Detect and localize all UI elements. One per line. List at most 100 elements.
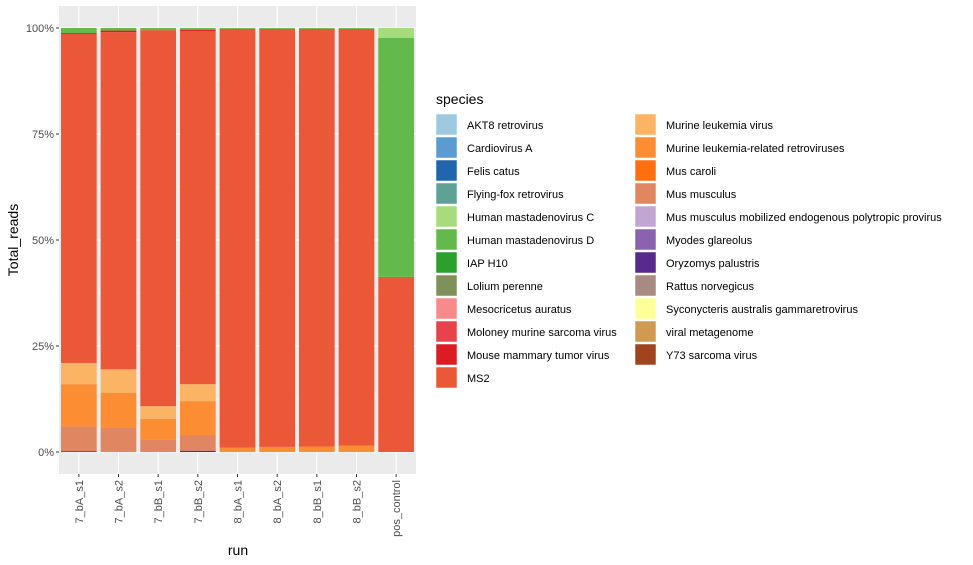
legend-label: viral metagenome [666, 327, 753, 339]
legend-label: Mus musculus [666, 189, 737, 201]
bar-7_bB_s2 [179, 28, 216, 452]
x-tick-label: 8_bB_s1 [312, 480, 324, 523]
legend-label: Murine leukemia-related retroviruses [666, 143, 845, 155]
legend-item: Murine leukemia virus [634, 113, 773, 136]
legend-label: Felis catus [467, 166, 520, 178]
bar-8_bB_s1 [298, 28, 335, 452]
legend-item: Mouse mammary tumor virus [435, 343, 610, 366]
legend-item: AKT8 retrovirus [435, 113, 544, 136]
bars-layer [60, 28, 415, 452]
bar-segment [60, 426, 97, 452]
legend-label: Mouse mammary tumor virus [467, 350, 610, 362]
x-tick-label: 7_bB_s1 [153, 480, 165, 523]
bar-segment [338, 28, 375, 29]
bar-segment [60, 28, 97, 34]
bar-segment [179, 29, 216, 31]
legend-label: Y73 sarcoma virus [666, 350, 758, 362]
y-axis: 0% 25% 50% 75% 100% [26, 23, 59, 459]
legend-key [435, 274, 458, 297]
legend-key [634, 159, 657, 182]
legend-key [435, 320, 458, 343]
bar-segment [100, 28, 137, 31]
legend-item: Murine leukemia-related retroviruses [634, 136, 845, 159]
legend-label: Flying-fox retrovirus [467, 189, 564, 201]
bar-segment [140, 439, 177, 452]
legend-item: Human mastadenovirus C [435, 205, 594, 228]
legend-label: Murine leukemia virus [666, 120, 773, 132]
legend-label: Syconycteris australis gammaretrovirus [666, 304, 858, 316]
legend-label: MS2 [467, 373, 490, 385]
legend-key [435, 136, 458, 159]
bar-segment [60, 362, 97, 385]
x-tick-label: 7_bB_s2 [193, 480, 205, 523]
legend-title: species [436, 91, 483, 107]
legend-item: Felis catus [435, 159, 520, 182]
bar-segment [60, 451, 97, 452]
bar-segment [100, 427, 137, 452]
bar-segment [60, 33, 97, 35]
bar-8_bA_s2 [259, 28, 296, 452]
legend-key [634, 251, 657, 274]
bar-segment [140, 30, 177, 407]
legend-label: IAP H10 [467, 258, 508, 270]
legend-label: Mus caroli [666, 166, 716, 178]
bar-segment [179, 401, 216, 436]
bar-segment [179, 28, 216, 30]
bar-segment [179, 435, 216, 451]
legend-label: AKT8 retrovirus [467, 120, 544, 132]
bar-segment [140, 28, 177, 31]
bar-segment [378, 28, 415, 38]
legend-label: Cardiovirus A [467, 143, 533, 155]
legend-key [435, 205, 458, 228]
bar-segment [100, 30, 137, 33]
legend-label: Myodes glareolus [666, 235, 753, 247]
legend-key [435, 159, 458, 182]
legend-item: Cardiovirus A [435, 136, 533, 159]
legend-item: viral metagenome [634, 320, 753, 343]
legend-label: Human mastadenovirus C [467, 212, 594, 224]
legend-key [435, 113, 458, 136]
legend-item: Mus musculus mobilized endogenous polytr… [634, 205, 942, 228]
bar-8_bA_s1 [219, 28, 256, 452]
legend-key [435, 297, 458, 320]
legend-item: Mus caroli [634, 159, 716, 182]
bar-7_bA_s1 [60, 28, 97, 452]
legend-key [634, 320, 657, 343]
x-tick-label: 7_bA_s1 [74, 480, 86, 523]
bar-segment [179, 30, 216, 385]
legend-key [435, 251, 458, 274]
bar-7_bA_s2 [100, 28, 137, 452]
bar-segment [338, 445, 375, 452]
legend-key [634, 228, 657, 251]
legend-label: Mus musculus mobilized endogenous polytr… [666, 212, 942, 224]
legend-item: Lolium perenne [435, 274, 543, 297]
x-tick-label: 8_bB_s2 [352, 480, 364, 523]
bar-segment [100, 369, 137, 393]
legend-label: Moloney murine sarcoma virus [467, 327, 617, 339]
legend-item: Y73 sarcoma virus [634, 343, 758, 366]
bar-segment [60, 384, 97, 427]
legend-key [435, 366, 458, 389]
bar-segment [298, 28, 335, 29]
bar-8_bB_s2 [338, 28, 375, 452]
legend-label: Rattus norvegicus [666, 281, 755, 293]
legend-item: Mesocricetus auratus [435, 297, 572, 320]
bar-segment [378, 276, 415, 452]
legend-label: Lolium perenne [467, 281, 543, 293]
bar-segment [259, 28, 296, 29]
legend-key [435, 343, 458, 366]
bar-segment [100, 392, 137, 428]
bar-segment [219, 28, 256, 448]
y-axis-title: Total_reads [5, 204, 21, 276]
bar-pos_control [378, 28, 415, 452]
legend-item: IAP H10 [435, 251, 508, 274]
legend-item: MS2 [435, 366, 490, 389]
bar-segment [60, 34, 97, 363]
legend-item: Rattus norvegicus [634, 274, 755, 297]
legend: species AKT8 retrovirus Cardiovirus A Feli… [435, 91, 942, 389]
legend-label: Human mastadenovirus D [467, 235, 594, 247]
legend-key [634, 274, 657, 297]
bar-segment [219, 28, 256, 29]
bar-segment [140, 418, 177, 440]
